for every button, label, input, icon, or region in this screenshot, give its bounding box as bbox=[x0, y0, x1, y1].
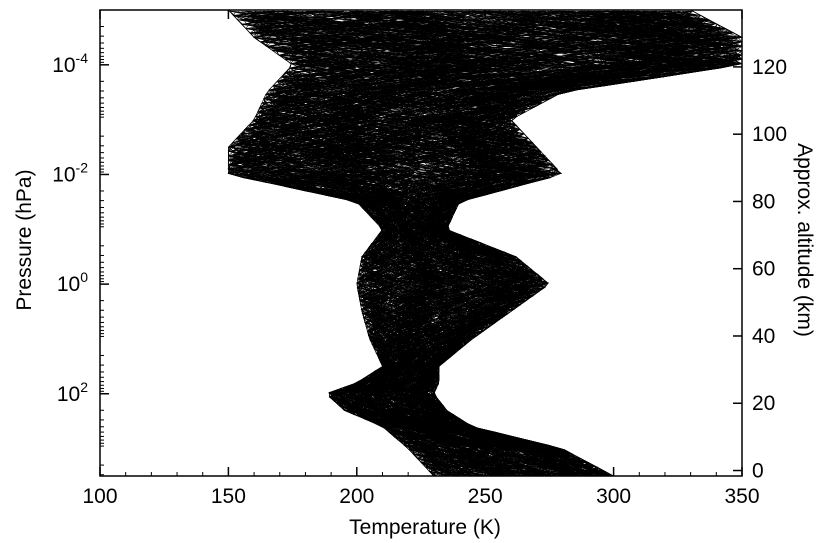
x-tick-label: 250 bbox=[468, 485, 503, 508]
y-tick-label: 10-2 bbox=[52, 159, 88, 186]
profile-line bbox=[337, 10, 513, 477]
profile-line bbox=[408, 10, 663, 477]
profile-line bbox=[419, 10, 676, 477]
profile-line bbox=[394, 10, 635, 477]
profile-line bbox=[353, 10, 539, 477]
profile-lines bbox=[227, 10, 744, 477]
profile-line bbox=[266, 10, 471, 477]
y-tick-label: 102 bbox=[57, 379, 88, 406]
y-axis-title: Pressure (hPa) bbox=[13, 169, 36, 310]
y-tick-label: 100 bbox=[57, 269, 88, 296]
profile-line bbox=[252, 10, 462, 477]
y-axis-ticks: 10-4 10-2 100 102 bbox=[52, 26, 109, 476]
profile-line bbox=[228, 10, 435, 477]
y2-tick-label: 0 bbox=[752, 460, 764, 483]
profile-line bbox=[285, 10, 497, 477]
profile-line bbox=[416, 10, 720, 477]
profile-line bbox=[363, 10, 558, 477]
y2-tick-label: 60 bbox=[752, 258, 775, 281]
x-tick-label: 300 bbox=[596, 485, 631, 508]
x-axis-title: Temperature (K) bbox=[349, 516, 501, 539]
plot-frame bbox=[99, 9, 743, 477]
profile-line bbox=[405, 10, 648, 477]
profile-line bbox=[282, 11, 476, 477]
profile-line bbox=[331, 10, 519, 477]
profile-line bbox=[421, 10, 740, 477]
profile-line bbox=[240, 10, 457, 477]
profile-line bbox=[399, 10, 649, 477]
profile-line bbox=[326, 10, 513, 477]
x-tick-label: 200 bbox=[339, 485, 374, 508]
profile-line bbox=[354, 10, 533, 477]
x-tick-label: 100 bbox=[82, 485, 117, 508]
y2-tick-label: 40 bbox=[752, 325, 775, 348]
x-tick-label: 150 bbox=[211, 485, 246, 508]
y2-tick-label: 80 bbox=[752, 190, 775, 213]
profile-line bbox=[251, 10, 462, 477]
profile-line bbox=[422, 10, 743, 477]
y2-tick-label: 120 bbox=[752, 56, 787, 79]
x-axis-ticks: 100 150 200 250 300 350 bbox=[82, 10, 760, 508]
x-tick-label: 350 bbox=[724, 485, 759, 508]
profile-line bbox=[367, 10, 553, 477]
profile-line bbox=[313, 10, 509, 477]
profile-line bbox=[266, 10, 484, 477]
y2-tick-label: 100 bbox=[752, 123, 787, 146]
profile-line bbox=[430, 10, 743, 477]
y2-tick-label: 20 bbox=[752, 392, 775, 415]
profile-line bbox=[419, 10, 704, 477]
y2-axis-title: Approx. altitude (km) bbox=[793, 143, 816, 337]
profile-line bbox=[329, 10, 511, 477]
profile-line bbox=[268, 10, 466, 477]
y2-axis-ticks: 0 20 40 60 80 100 120 bbox=[733, 56, 787, 483]
profile-line bbox=[286, 10, 490, 477]
profile-line bbox=[304, 10, 505, 477]
profile-line bbox=[254, 10, 464, 477]
y-tick-label: 10-4 bbox=[52, 50, 88, 77]
